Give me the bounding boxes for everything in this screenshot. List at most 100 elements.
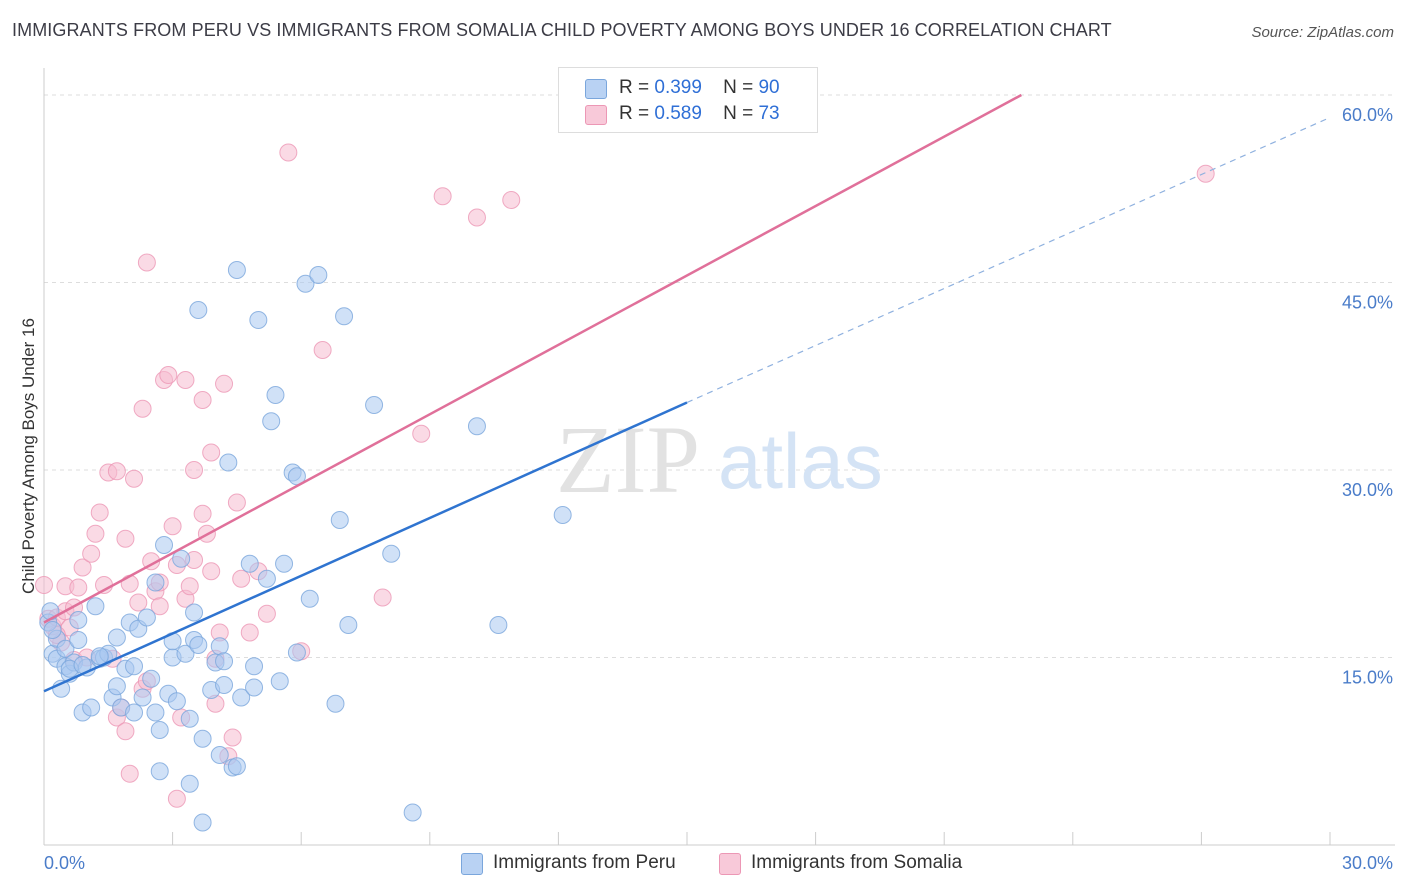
somalia-point xyxy=(137,253,156,272)
peru-point xyxy=(287,643,306,662)
somalia-point xyxy=(129,593,148,612)
peru-point xyxy=(257,569,276,588)
peru-point xyxy=(232,688,251,707)
peru-points xyxy=(39,261,572,832)
peru-point xyxy=(150,762,169,781)
chart-title: IMMIGRANTS FROM PERU VS IMMIGRANTS FROM … xyxy=(12,20,1112,40)
somalia-point xyxy=(202,443,221,462)
peru-point xyxy=(270,672,289,691)
peru-point xyxy=(86,597,105,616)
x-tick-labels: 0.0% 30.0% xyxy=(44,853,1393,873)
somalia-point xyxy=(120,574,139,593)
peru-trend-line xyxy=(43,401,688,693)
somalia-n-value: 73 xyxy=(758,103,780,124)
somalia-point xyxy=(150,597,169,616)
somalia-point xyxy=(90,503,109,522)
peru-point xyxy=(300,589,319,608)
somalia-point xyxy=(215,374,234,393)
peru-point xyxy=(330,511,349,529)
peru-point xyxy=(382,544,401,563)
somalia-n-label: N = xyxy=(723,103,754,124)
source-label: Source: ZipAtlas.com xyxy=(1251,24,1394,41)
peru-point xyxy=(227,757,246,776)
peru-r-value: 0.399 xyxy=(654,77,702,98)
peru-point xyxy=(275,554,294,573)
y-tick-label: 15.0% xyxy=(1342,668,1393,688)
peru-point xyxy=(69,611,88,629)
axes xyxy=(43,68,1395,846)
x-tick-label: 0.0% xyxy=(44,853,85,873)
peru-point xyxy=(189,301,208,319)
somalia-point xyxy=(193,391,212,409)
somalia-point xyxy=(223,728,242,747)
peru-point xyxy=(227,261,246,279)
peru-swatch xyxy=(585,79,607,99)
peru-point xyxy=(155,536,174,554)
somalia-point xyxy=(202,562,221,581)
somalia-r-label: R = xyxy=(619,103,650,124)
somalia-swatch xyxy=(585,105,607,125)
peru-point xyxy=(240,554,259,573)
somalia-point xyxy=(227,493,246,512)
peru-n-value: 90 xyxy=(758,77,780,98)
y-tick-labels: 15.0% 30.0% 45.0% 60.0% xyxy=(1342,105,1393,688)
peru-r-label: R = xyxy=(619,77,650,98)
peru-point xyxy=(43,621,62,639)
peru-point xyxy=(403,803,422,822)
somalia-point xyxy=(133,399,152,418)
peru-point xyxy=(185,603,204,622)
somalia-point xyxy=(502,191,521,209)
peru-point xyxy=(125,703,144,722)
y-axis-label: Child Poverty Among Boys Under 16 xyxy=(19,318,38,594)
peru-point xyxy=(133,688,152,707)
peru-point xyxy=(215,676,234,694)
somalia-legend-label: Immigrants from Somalia xyxy=(751,852,963,873)
somalia-point xyxy=(185,461,204,479)
somalia-point xyxy=(240,623,259,642)
peru-point xyxy=(189,636,208,654)
peru-point xyxy=(365,396,384,414)
peru-point xyxy=(107,628,126,647)
peru-point xyxy=(180,774,199,793)
somalia-r-value: 0.589 xyxy=(654,103,702,124)
somalia-point xyxy=(232,569,251,588)
watermark-atlas: atlas xyxy=(718,417,883,505)
peru-point xyxy=(82,698,101,717)
somalia-point xyxy=(86,524,105,543)
somalia-point xyxy=(412,424,431,443)
peru-point xyxy=(210,746,229,764)
y-tick-label: 45.0% xyxy=(1342,293,1393,313)
peru-point xyxy=(215,652,234,671)
somalia-point xyxy=(107,462,126,481)
somalia-point xyxy=(180,577,199,596)
peru-n-label: N = xyxy=(723,77,754,98)
peru-point xyxy=(489,616,508,634)
somalia-point xyxy=(1196,164,1215,183)
somalia-point xyxy=(82,544,101,563)
y-tick-label: 30.0% xyxy=(1342,480,1393,500)
somalia-trend-line xyxy=(43,93,1022,624)
somalia-point xyxy=(433,187,452,206)
somalia-point xyxy=(257,604,276,623)
peru-point xyxy=(245,657,264,676)
somalia-point xyxy=(167,789,186,808)
somalia-point xyxy=(116,722,135,741)
peru-point xyxy=(172,549,191,568)
peru-point xyxy=(150,721,169,739)
peru-point xyxy=(339,616,358,634)
peru-trend-extension xyxy=(686,116,1331,404)
somalia-point xyxy=(120,764,139,783)
watermark-zip: ZIP xyxy=(556,406,700,513)
trend-lines xyxy=(43,93,1331,693)
peru-point xyxy=(137,608,156,627)
somalia-point xyxy=(467,208,486,227)
somalia-point xyxy=(159,366,178,384)
somalia-point xyxy=(116,529,135,548)
peru-point xyxy=(146,573,165,592)
peru-point xyxy=(219,453,238,472)
somalia-point xyxy=(373,588,392,607)
peru-point xyxy=(176,644,195,663)
watermark: ZIP atlas xyxy=(556,406,883,513)
somalia-point xyxy=(125,469,144,488)
somalia-point xyxy=(176,371,195,389)
